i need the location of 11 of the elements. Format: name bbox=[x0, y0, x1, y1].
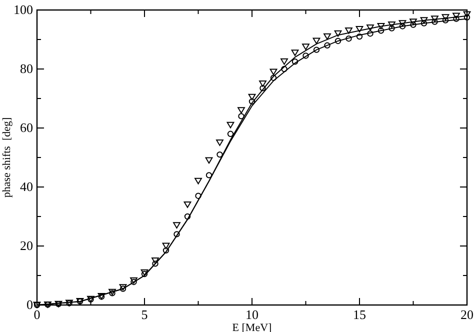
x-tick-label: 10 bbox=[246, 307, 258, 322]
x-tick-label: 15 bbox=[353, 307, 366, 322]
y-axis-title: phase shifts [deg] bbox=[1, 117, 13, 198]
y-tick-label: 100 bbox=[14, 2, 33, 17]
y-tick-label: 40 bbox=[20, 179, 33, 194]
y-tick-label: 80 bbox=[20, 61, 33, 76]
x-tick-label: 5 bbox=[141, 307, 148, 322]
y-tick-label: 20 bbox=[20, 238, 33, 253]
y-tick-label: 60 bbox=[20, 120, 33, 135]
x-tick-label: 20 bbox=[460, 307, 474, 322]
y-tick-label: 0 bbox=[26, 297, 33, 312]
